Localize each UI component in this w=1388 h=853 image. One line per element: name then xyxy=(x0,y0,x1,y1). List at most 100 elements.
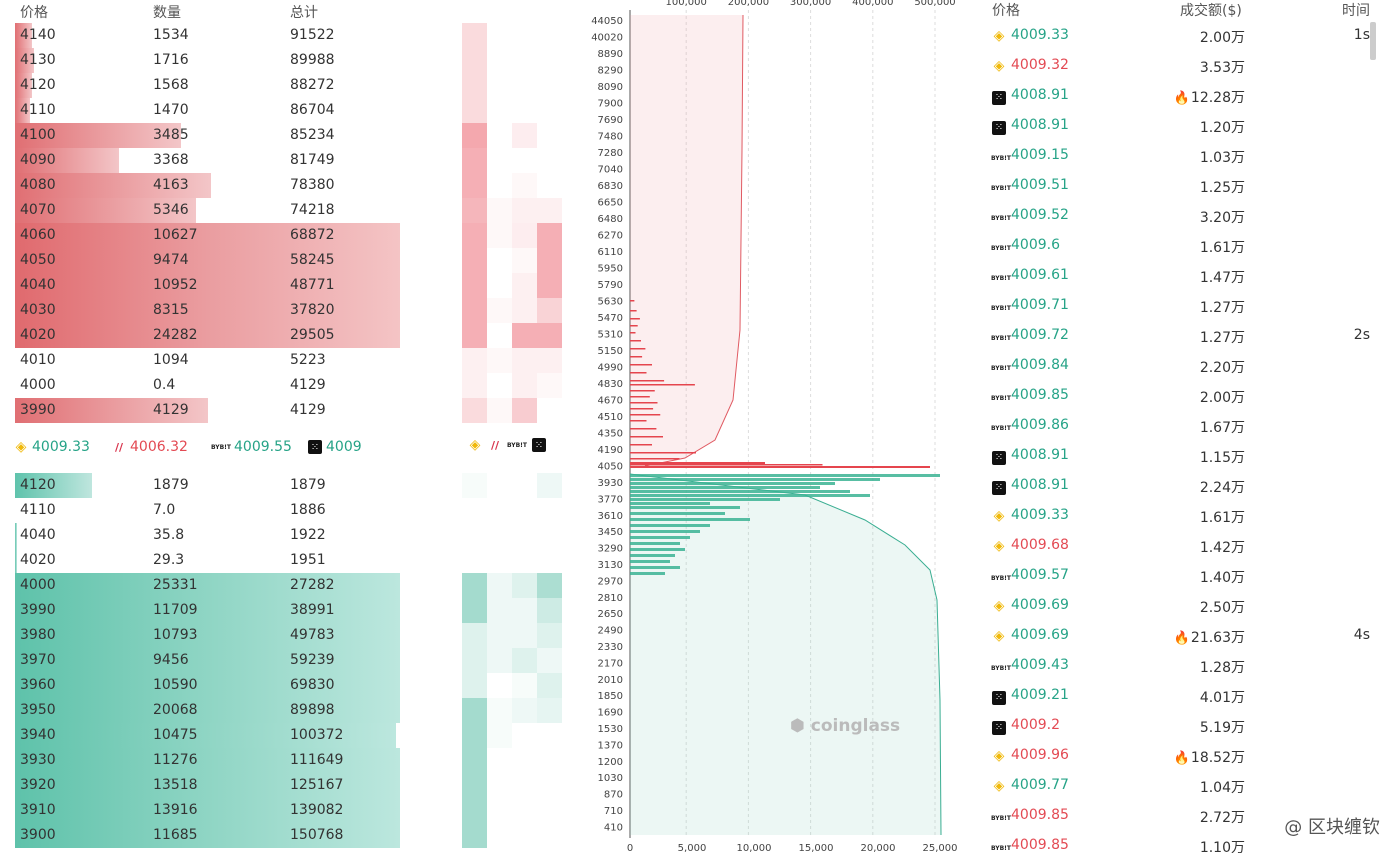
trade-row[interactable]: BYB!T 4009.85 1.10万 xyxy=(985,831,1388,853)
bid-row[interactable]: 3900 11685 150768 xyxy=(0,823,460,848)
ask-row[interactable]: 4070 5346 74218 xyxy=(0,198,460,223)
trade-row[interactable]: BYB!T 4009.15 1.03万 xyxy=(985,141,1388,171)
col-header-qty: 数量 xyxy=(153,5,181,21)
bid-row[interactable]: 3950 20068 89898 xyxy=(0,698,460,723)
col-header-total: 总计 xyxy=(290,5,318,21)
bid-row[interactable]: 4120 1879 1879 xyxy=(0,473,460,498)
ask-depth-bar xyxy=(630,402,658,404)
bid-row[interactable]: 4110 7.0 1886 xyxy=(0,498,460,523)
trade-row[interactable]: ◈ 4009.32 3.53万 xyxy=(985,51,1388,81)
trade-row[interactable]: BYB!T 4009.57 1.40万 xyxy=(985,561,1388,591)
binance-icon: ◈ xyxy=(993,748,1005,764)
bid-row[interactable]: 3930 11276 111649 xyxy=(0,748,460,773)
trade-row[interactable]: BYB!T 4009.43 1.28万 xyxy=(985,651,1388,681)
bid-qty: 25331 xyxy=(153,577,198,593)
bid-total: 89898 xyxy=(290,702,335,718)
trade-price: 4008.91 xyxy=(1011,447,1069,463)
bid-row[interactable]: 3920 13518 125167 xyxy=(0,773,460,798)
bid-row[interactable]: 4040 35.8 1922 xyxy=(0,523,460,548)
heat-cell xyxy=(462,348,487,373)
trade-amount-value: 1.47万 xyxy=(1199,270,1245,286)
exchange-last-price: ◈ 4009.33 xyxy=(14,439,90,455)
ask-price-tick: 8090 xyxy=(598,82,623,93)
bid-row[interactable]: 3970 9456 59239 xyxy=(0,648,460,673)
bid-row[interactable]: 3940 10475 100372 xyxy=(0,723,460,748)
bid-row[interactable]: 4020 29.3 1951 xyxy=(0,548,460,573)
bid-total: 125167 xyxy=(290,777,344,793)
trade-row[interactable]: BYB!T 4009.61 1.47万 xyxy=(985,261,1388,291)
heat-cell xyxy=(462,173,487,198)
ask-row[interactable]: 4000 0.4 4129 xyxy=(0,373,460,398)
brand-text: coinglass xyxy=(810,716,901,736)
ask-row[interactable]: 4060 10627 68872 xyxy=(0,223,460,248)
ask-row[interactable]: 4040 10952 48771 xyxy=(0,273,460,298)
ask-depth-bar xyxy=(15,248,400,273)
trade-row[interactable]: BYB!T 4009.71 1.27万 xyxy=(985,291,1388,321)
bid-qty: 10475 xyxy=(153,727,198,743)
bid-row[interactable]: 3910 13916 139082 xyxy=(0,798,460,823)
bid-row[interactable]: 3980 10793 49783 xyxy=(0,623,460,648)
heat-cell xyxy=(487,298,512,323)
ask-depth-bar xyxy=(630,340,641,342)
trade-row[interactable]: ⁙ 4008.91 🔥12.28万 xyxy=(985,81,1388,111)
heat-cell xyxy=(462,123,487,148)
ask-row[interactable]: 4130 1716 89988 xyxy=(0,48,460,73)
ask-cumulative-area xyxy=(630,15,743,466)
trade-row[interactable]: ◈ 4009.33 1.61万 xyxy=(985,501,1388,531)
ask-row[interactable]: 4010 1094 5223 xyxy=(0,348,460,373)
trades-header-price: 价格 xyxy=(992,3,1020,19)
ask-row[interactable]: 4030 8315 37820 xyxy=(0,298,460,323)
ask-depth-bar xyxy=(15,73,33,98)
scrollbar[interactable] xyxy=(1370,22,1376,60)
trade-row[interactable]: BYB!T 4009.86 1.67万 xyxy=(985,411,1388,441)
trade-row[interactable]: BYB!T 4009.85 2.72万 xyxy=(985,801,1388,831)
trade-row[interactable]: BYB!T 4009.6 1.61万 xyxy=(985,231,1388,261)
bid-price-tick: 710 xyxy=(604,806,623,817)
trade-row[interactable]: ◈ 4009.77 1.04万 xyxy=(985,771,1388,801)
ask-row[interactable]: 4050 9474 58245 xyxy=(0,248,460,273)
trade-row[interactable]: BYB!T 4009.52 3.20万 xyxy=(985,201,1388,231)
trade-row[interactable]: BYB!T 4009.72 1.27万 2s xyxy=(985,321,1388,351)
ask-price-tick: 4830 xyxy=(598,379,623,390)
ask-depth-bar xyxy=(15,98,31,123)
bid-row[interactable]: 3960 10590 69830 xyxy=(0,673,460,698)
bid-depth-bar xyxy=(15,823,400,848)
trade-row[interactable]: ◈ 4009.68 1.42万 xyxy=(985,531,1388,561)
ask-row[interactable]: 4120 1568 88272 xyxy=(0,73,460,98)
ask-row[interactable]: 4020 24282 29505 xyxy=(0,323,460,348)
trade-row[interactable]: ⁙ 4008.91 1.15万 xyxy=(985,441,1388,471)
trade-row[interactable]: BYB!T 4009.51 1.25万 xyxy=(985,171,1388,201)
trade-row[interactable]: ◈ 4009.69 2.50万 xyxy=(985,591,1388,621)
bid-price-tick: 1850 xyxy=(598,691,623,702)
bid-total: 1879 xyxy=(290,477,326,493)
trade-amount: 🔥12.28万 xyxy=(1174,87,1245,107)
ask-qty: 1568 xyxy=(153,77,189,93)
ask-qty: 24282 xyxy=(153,327,198,343)
trade-row[interactable]: ⁙ 4009.2 5.19万 xyxy=(985,711,1388,741)
okx-icon: ⁙ xyxy=(992,480,1006,495)
last-price-value: 4009.33 xyxy=(32,439,90,455)
ask-row[interactable]: 3990 4129 4129 xyxy=(0,398,460,423)
ask-row[interactable]: 4080 4163 78380 xyxy=(0,173,460,198)
trade-row[interactable]: ◈ 4009.33 2.00万 1s xyxy=(985,21,1388,51)
trade-row[interactable]: ◈ 4009.96 🔥18.52万 xyxy=(985,741,1388,771)
binance-icon: ◈ xyxy=(15,439,27,455)
bid-price: 3910 xyxy=(20,802,56,818)
trade-row[interactable]: BYB!T 4009.85 2.00万 xyxy=(985,381,1388,411)
trade-amount-value: 18.52万 xyxy=(1190,750,1245,766)
bid-row[interactable]: 3990 11709 38991 xyxy=(0,598,460,623)
ask-row[interactable]: 4100 3485 85234 xyxy=(0,123,460,148)
ask-row[interactable]: 4110 1470 86704 xyxy=(0,98,460,123)
trade-row[interactable]: ⁙ 4008.91 1.20万 xyxy=(985,111,1388,141)
ask-depth-bar xyxy=(15,198,196,223)
ask-row[interactable]: 4090 3368 81749 xyxy=(0,148,460,173)
trade-amount: 1.25万 xyxy=(1200,177,1245,197)
trade-row[interactable]: ◈ 4009.69 🔥21.63万 4s xyxy=(985,621,1388,651)
trade-row[interactable]: BYB!T 4009.84 2.20万 xyxy=(985,351,1388,381)
bid-row[interactable]: 4000 25331 27282 xyxy=(0,573,460,598)
bid-cumulative-line xyxy=(629,473,942,836)
trade-row[interactable]: ⁙ 4009.21 4.01万 xyxy=(985,681,1388,711)
trade-row[interactable]: ⁙ 4008.91 2.24万 xyxy=(985,471,1388,501)
ask-row[interactable]: 4140 1534 91522 xyxy=(0,23,460,48)
trade-amount-value: 1.10万 xyxy=(1199,840,1245,853)
